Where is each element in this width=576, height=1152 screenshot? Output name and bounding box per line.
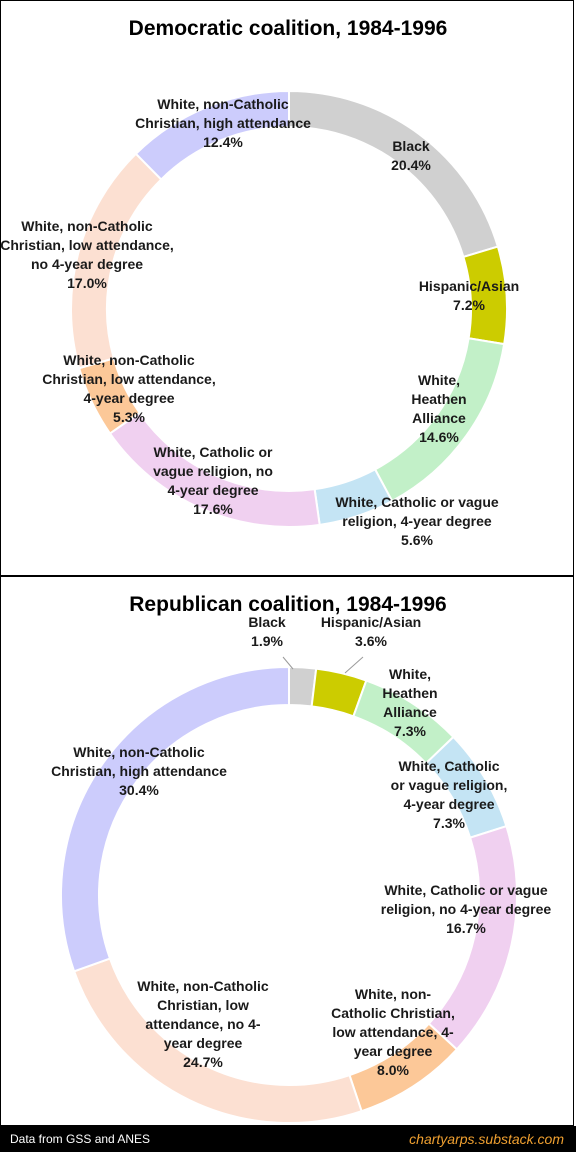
chart-title: Democratic coalition, 1984-1996	[129, 17, 448, 40]
slice-value-label: 3.6%	[355, 633, 387, 649]
slice-name-label: White, non-Catholic	[73, 744, 205, 760]
slice-label: Hispanic/Asian 7.2%	[419, 278, 519, 313]
slice-label: White, Catholic or vague religion, no 4-ye…	[153, 444, 273, 517]
chart-title: Republican coalition, 1984-1996	[129, 593, 446, 616]
slice-value-label: 7.3%	[433, 815, 465, 831]
slice-name-label: Heathen	[411, 391, 466, 407]
slice-name-label: White, Catholic	[398, 758, 499, 774]
slice-name-label: Catholic Christian,	[331, 1005, 455, 1021]
slice-name-label: Christian, high attendance	[135, 115, 311, 131]
slice-value-label: 17.0%	[67, 275, 107, 291]
slice-label: White, Catholic or vague religion, 4-year …	[391, 758, 508, 831]
slice-label: White, non-Catholic Christian, high atten…	[135, 96, 311, 150]
slice-name-label: Heathen	[382, 685, 437, 701]
donut-slice	[60, 665, 290, 973]
democratic-chart-panel: Democratic coalition, 1984-1996 Black 20.4…	[0, 0, 574, 576]
donut-slice	[288, 89, 500, 259]
slice-label: White, non-Catholic Christian, low attenda…	[137, 978, 269, 1070]
slice-label: White, Catholic or vague religion, 4-year…	[335, 494, 499, 548]
slice-value-label: 30.4%	[119, 782, 159, 798]
slice-value-label: 14.6%	[419, 429, 459, 445]
slice-name-label: 4-year degree	[403, 796, 494, 812]
democratic-donut-chart: Democratic coalition, 1984-1996 Black 20.4…	[0, 17, 519, 548]
slice-name-label: White, non-Catholic	[63, 352, 195, 368]
slice-name-label: no 4-year degree	[31, 256, 143, 272]
slice-name-label: vague religion, no	[153, 463, 273, 479]
slice-label: Black 1.9%	[248, 614, 286, 649]
data-source-text: Data from GSS and ANES	[10, 1132, 151, 1146]
slice-name-label: Black	[392, 138, 430, 154]
slice-value-label: 7.2%	[453, 297, 485, 313]
label-leader-line	[282, 656, 294, 670]
slice-name-label: or vague religion,	[391, 777, 508, 793]
slice-name-label: White, Catholic or	[154, 444, 274, 460]
slice-name-label: religion, no 4-year degree	[381, 901, 552, 917]
slice-value-label: 20.4%	[391, 157, 431, 173]
slice-name-label: White, non-Catholic	[137, 978, 269, 994]
slice-value-label: 8.0%	[377, 1062, 409, 1078]
slice-name-label: White, non-Catholic	[157, 96, 289, 112]
footer-bar: Data from GSS and ANES chartyarps.substa…	[0, 1126, 576, 1152]
slice-value-label: 16.7%	[446, 920, 486, 936]
slice-value-label: 5.3%	[113, 409, 145, 425]
slice-label: White, non- Catholic Christian, low attend…	[331, 986, 455, 1078]
slice-name-label: Christian, high attendance	[51, 763, 227, 779]
slice-value-label: 24.7%	[183, 1054, 223, 1070]
slice-name-label: 4-year degree	[167, 482, 258, 498]
slice-value-label: 17.6%	[193, 501, 233, 517]
republican-chart-panel: Republican coalition, 1984-1996 Black 1.9%…	[0, 576, 574, 1126]
slice-name-label: White, non-Catholic	[21, 218, 153, 234]
slice-name-label: Hispanic/Asian	[321, 614, 421, 630]
slice-name-label: Christian, low attendance,	[0, 237, 173, 253]
slice-name-label: White,	[418, 372, 460, 388]
slice-name-label: Christian, low	[157, 997, 249, 1013]
slice-name-label: Alliance	[383, 704, 437, 720]
slice-label: White, non-Catholic Christian, high atten…	[51, 744, 227, 798]
slice-name-label: year degree	[354, 1043, 433, 1059]
slice-name-label: 4-year degree	[83, 390, 174, 406]
slice-name-label: White, Catholic or vague	[384, 882, 548, 898]
slice-name-label: Alliance	[412, 410, 466, 426]
slice-label: White, non-Catholic Christian, low attend…	[0, 218, 173, 291]
slice-value-label: 1.9%	[251, 633, 283, 649]
slice-label: Black 20.4%	[391, 138, 431, 173]
slice-label: White, non-Catholic Christian, low attend…	[42, 352, 215, 425]
slice-name-label: religion, 4-year degree	[342, 513, 492, 529]
site-link[interactable]: chartyarps.substack.com	[409, 1131, 564, 1147]
slice-name-label: Hispanic/Asian	[419, 278, 519, 294]
slice-name-label: White, Catholic or vague	[335, 494, 499, 510]
slice-name-label: White, non-	[355, 986, 432, 1002]
slice-value-label: 5.6%	[401, 532, 433, 548]
slice-label: White, Heathen Alliance 7.3%	[382, 666, 437, 739]
slice-label: White, Heathen Alliance 14.6%	[411, 372, 466, 445]
slice-label: Hispanic/Asian 3.6%	[321, 614, 421, 649]
slice-label: White, Catholic or vague religion, no 4-y…	[381, 882, 552, 936]
slice-value-label: 7.3%	[394, 723, 426, 739]
slice-name-label: year degree	[164, 1035, 243, 1051]
donut-slice	[134, 89, 290, 181]
slice-name-label: low attendance, 4-	[332, 1024, 454, 1040]
slice-value-label: 12.4%	[203, 134, 243, 150]
slice-name-label: Black	[248, 614, 286, 630]
slice-name-label: attendance, no 4-	[145, 1016, 260, 1032]
slice-name-label: Christian, low attendance,	[42, 371, 215, 387]
label-leader-line	[344, 656, 364, 674]
donut-slice	[462, 245, 508, 346]
slice-name-label: White,	[389, 666, 431, 682]
